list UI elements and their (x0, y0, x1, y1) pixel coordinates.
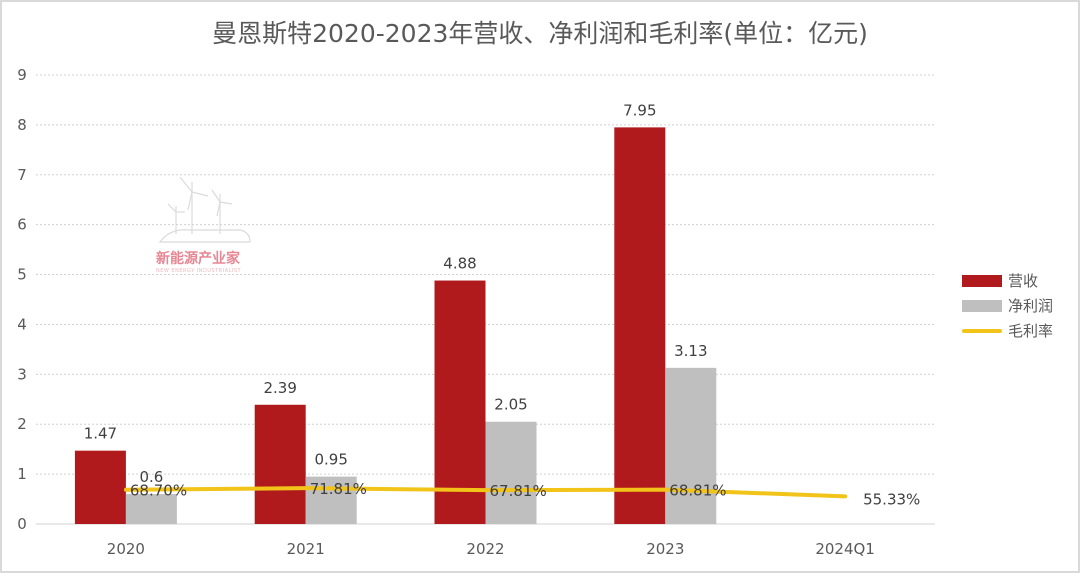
bar-revenue (254, 404, 306, 524)
data-label-gross-margin: 68.70% (130, 482, 187, 500)
bars (74, 127, 717, 524)
legend-item-net-profit: 净利润 (962, 293, 1053, 318)
x-tick-label: 2021 (287, 540, 325, 558)
y-tick-label: 3 (17, 365, 27, 383)
y-tick-label: 4 (17, 315, 27, 333)
y-tick-label: 0 (17, 515, 27, 533)
data-label-revenue: 1.47 (84, 425, 117, 443)
x-tick-label: 2023 (646, 540, 684, 558)
bar-revenue (74, 450, 126, 524)
wind-turbine-icon (158, 176, 251, 243)
bar-net-profit (665, 367, 717, 524)
legend-swatch-gross-margin (962, 328, 1002, 333)
data-label-gross-margin: 71.81% (310, 480, 367, 498)
watermark-subtext: NEW ENERGY INDUSTRIALIST (156, 268, 242, 274)
data-label-revenue: 2.39 (263, 379, 296, 397)
bar-net-profit (125, 494, 177, 524)
data-label-revenue: 4.88 (443, 255, 476, 273)
data-label-revenue: 7.95 (623, 101, 656, 119)
legend: 营收 净利润 毛利率 (962, 268, 1053, 343)
y-tick-label: 7 (17, 166, 27, 184)
data-label-net-profit: 2.05 (494, 396, 527, 414)
bar-revenue (434, 280, 486, 524)
data-label-gross-margin: 55.33% (863, 490, 920, 508)
y-tick-label: 8 (17, 116, 27, 134)
data-label-gross-margin: 68.81% (669, 482, 726, 500)
y-tick-label: 1 (17, 465, 27, 483)
watermark-text: 新能源产业家 (156, 251, 240, 267)
y-tick-label: 2 (17, 415, 27, 433)
bar-net-profit (485, 421, 537, 524)
y-tick-label: 6 (17, 216, 27, 234)
x-tick-label: 2020 (107, 540, 145, 558)
legend-item-gross-margin: 毛利率 (962, 318, 1053, 343)
legend-item-revenue: 营收 (962, 268, 1053, 293)
chart-title: 曼恩斯特2020-2023年营收、净利润和毛利率(单位：亿元) (212, 19, 868, 48)
legend-label-revenue: 营收 (1008, 272, 1039, 290)
bar-net-profit (305, 476, 357, 524)
data-label-net-profit: 0.95 (314, 451, 347, 469)
data-label-net-profit: 3.13 (674, 342, 707, 360)
y-tick-label: 5 (17, 266, 27, 284)
legend-swatch-revenue (962, 274, 1002, 287)
data-labels: 1.47 2.39 4.88 7.95 0.6 0.95 2.05 3.13 68.70% 71.… (84, 101, 921, 508)
margin-line (123, 486, 848, 499)
y-tick-label: 9 (17, 66, 27, 84)
bar-revenue (614, 127, 666, 524)
legend-label-net-profit: 净利润 (1008, 297, 1054, 315)
watermark-logo: 新能源产业家 NEW ENERGY INDUSTRIALIST (150, 172, 260, 274)
data-label-net-profit: 0.6 (139, 468, 163, 486)
x-axis-ticks: 2020 2021 2022 2023 2024Q1 (107, 540, 875, 558)
x-tick-label: 2024Q1 (815, 540, 875, 558)
x-tick-label: 2022 (466, 540, 504, 558)
legend-swatch-net-profit (962, 299, 1002, 312)
legend-label-gross-margin: 毛利率 (1008, 322, 1054, 340)
data-label-gross-margin: 67.81% (490, 482, 547, 500)
y-axis-ticks: 0 1 2 3 4 5 6 7 8 9 (17, 66, 27, 533)
